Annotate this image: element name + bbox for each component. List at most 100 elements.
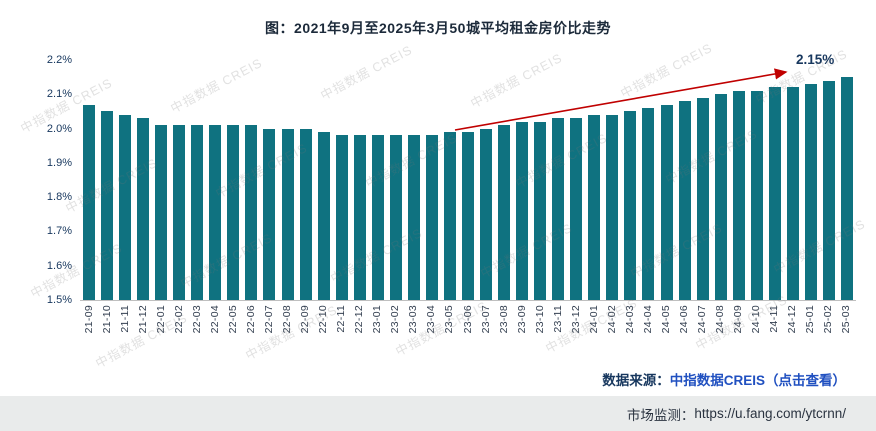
x-axis-label: 23-02 <box>389 305 402 334</box>
bar <box>80 60 98 300</box>
footer-strip: 市场监测： https://u.fang.com/ytcrnn/ <box>0 396 876 431</box>
bar <box>820 60 838 300</box>
y-axis: 2.2% 2.1% 2.0% 1.9% 1.8% 1.7% 1.6% 1.5% <box>28 54 72 308</box>
x-axis-label: 21-11 <box>118 305 131 333</box>
source-label: 数据来源： <box>602 373 670 388</box>
x-axis-label: 24-01 <box>587 305 600 334</box>
bar <box>730 60 748 300</box>
bar <box>802 60 820 300</box>
bar <box>98 60 116 300</box>
bar <box>152 60 170 300</box>
y-axis-label: 2.2% <box>46 54 72 66</box>
bar <box>495 60 513 300</box>
x-axis-label: 25-01 <box>804 305 817 334</box>
x-axis-label: 23-08 <box>497 305 510 334</box>
monitor-label: 市场监测： <box>626 407 695 423</box>
bar <box>603 60 621 300</box>
y-axis-label: 2.0% <box>46 122 72 135</box>
x-axis-label: 24-12 <box>786 305 799 334</box>
bar <box>477 60 495 300</box>
bar-chart: 2.2% 2.1% 2.0% 1.9% 1.8% 1.7% 1.6% 1.5% 2.15% 2… <box>0 52 876 362</box>
x-axis-label: 22-02 <box>172 305 185 334</box>
bar <box>188 60 206 300</box>
x-axis-label: 25-02 <box>822 305 835 334</box>
x-axis-label: 21-10 <box>100 305 113 334</box>
x-axis-label: 22-05 <box>226 305 239 334</box>
bar <box>784 60 802 300</box>
bar <box>315 60 333 300</box>
y-axis-label: 1.8% <box>46 191 72 204</box>
x-axis-label: 23-05 <box>443 305 456 334</box>
y-axis-label: 1.9% <box>46 156 72 169</box>
bar <box>658 60 676 300</box>
x-axis-label: 22-08 <box>281 305 294 334</box>
bar <box>585 60 603 300</box>
y-axis-label: 1.6% <box>46 259 72 272</box>
x-axis-label: 22-04 <box>208 305 221 334</box>
x-axis-label: 25-03 <box>840 305 853 334</box>
x-axis-label: 22-11 <box>335 305 348 333</box>
x-axis-label: 23-11 <box>551 305 564 333</box>
x-axis-label: 24-05 <box>660 305 673 334</box>
bar <box>459 60 477 300</box>
x-axis-label: 22-10 <box>317 305 330 334</box>
x-axis-label: 23-04 <box>425 305 438 334</box>
bar <box>260 60 278 300</box>
plot-area: 2.15% <box>80 52 856 301</box>
bar <box>116 60 134 300</box>
x-axis-label: 23-12 <box>569 305 582 334</box>
bar <box>333 60 351 300</box>
bar <box>621 60 639 300</box>
bar <box>531 60 549 300</box>
monitor-url-link[interactable]: https://u.fang.com/ytcrnn/ <box>694 406 846 421</box>
last-value-label: 2.15% <box>796 52 835 67</box>
bar <box>766 60 784 300</box>
x-axis-label: 22-03 <box>190 305 203 334</box>
bar <box>676 60 694 300</box>
bar <box>206 60 224 300</box>
bar <box>549 60 567 300</box>
bar <box>838 60 856 300</box>
bar <box>224 60 242 300</box>
data-source-line: 数据来源：中指数据CREIS（点击查看） <box>602 369 846 389</box>
x-axis-label: 24-09 <box>732 305 745 334</box>
bar <box>387 60 405 300</box>
bar <box>441 60 459 300</box>
bar <box>351 60 369 300</box>
bar <box>513 60 531 300</box>
x-axis-label: 23-03 <box>407 305 420 334</box>
x-axis-label: 24-06 <box>678 305 691 334</box>
x-axis-label: 23-01 <box>371 305 384 334</box>
y-axis-label: 1.7% <box>46 225 72 238</box>
x-axis-label: 24-02 <box>605 305 618 334</box>
bar <box>134 60 152 300</box>
bar <box>297 60 315 300</box>
x-axis-label: 24-08 <box>714 305 727 334</box>
x-axis-label: 22-09 <box>299 305 312 334</box>
x-axis: 21-09 21-10 21-11 21-12 22-01 22-02 22-03 22-04… <box>80 305 856 351</box>
bar <box>712 60 730 300</box>
y-axis-label: 2.1% <box>46 88 72 101</box>
x-axis-label: 21-12 <box>136 305 149 334</box>
bar <box>748 60 766 300</box>
x-axis-label: 23-10 <box>533 305 546 334</box>
x-axis-label: 24-04 <box>641 305 654 334</box>
chart-title: 图：2021年9月至2025年3月50城平均租金房价比走势 <box>265 20 611 36</box>
x-axis-label: 22-12 <box>353 305 366 334</box>
source-link[interactable]: 中指数据CREIS（点击查看） <box>669 373 846 388</box>
x-axis-label: 22-01 <box>154 305 167 334</box>
x-axis-label: 22-07 <box>262 305 275 334</box>
x-axis-label: 23-06 <box>461 305 474 334</box>
bar <box>242 60 260 300</box>
bar <box>369 60 387 300</box>
bar <box>405 60 423 300</box>
x-axis-label: 22-06 <box>244 305 257 334</box>
bar <box>694 60 712 300</box>
x-axis-label: 21-09 <box>82 305 95 334</box>
x-axis-label: 23-07 <box>479 305 492 334</box>
y-axis-label: 1.5% <box>46 294 72 306</box>
bar <box>279 60 297 300</box>
x-axis-label: 24-03 <box>623 305 636 334</box>
x-axis-label: 23-09 <box>515 305 528 334</box>
